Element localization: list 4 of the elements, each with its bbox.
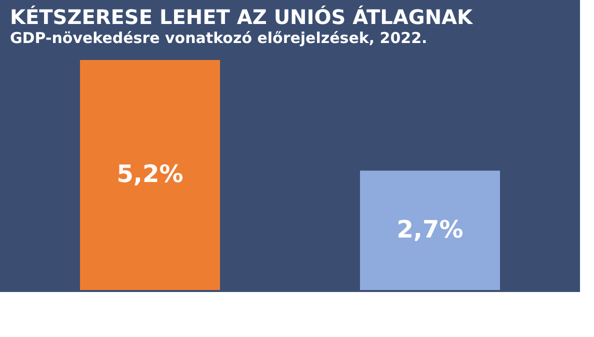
data-label: 5,2% xyxy=(116,160,184,188)
data-label: 2,7% xyxy=(396,215,464,244)
chart-title: KÉTSZERESE LEHET AZ UNIÓS ÁTLAGNAK xyxy=(10,5,474,29)
chart-subtitle: GDP-növekedésre vonatkozó előrejelzések, 2022. xyxy=(10,29,428,47)
